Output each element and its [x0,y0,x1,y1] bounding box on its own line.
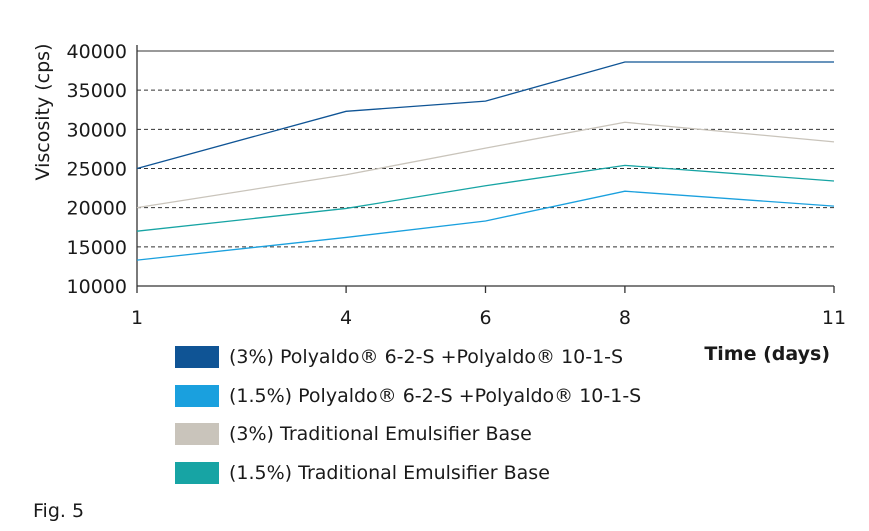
y-tick-label: 30000 [67,119,127,141]
tick-labels: 10000 15000 20000 25000 30000 35000 40000 1 4 6 8 1… [67,41,847,329]
legend-swatch [175,423,219,446]
legend-label: (1.5%) Polyaldo® 6-2-S +Polyaldo® 10-1-S [229,384,642,407]
legend-swatch [175,384,219,407]
series-line [136,61,834,170]
y-tick-label: 10000 [67,276,127,298]
x-tick-label: 1 [131,307,143,329]
legend-label: (1.5%) Traditional Emulsifier Base [229,461,550,484]
y-tick-label: 35000 [67,80,127,102]
x-tick-label: 4 [340,307,352,329]
legend: (3%) Polyaldo® 6-2-S +Polyaldo® 10-1-S (1… [175,338,641,492]
x-tick-label: 6 [479,307,491,329]
y-tick-label: 15000 [67,237,127,259]
x-tick-label: 11 [822,307,846,329]
y-axis-title: Viscosity (cps) [32,44,54,181]
x-tick-label: 8 [619,307,631,329]
axes [136,45,835,293]
legend-item: (1.5%) Polyaldo® 6-2-S +Polyaldo® 10-1-S [175,377,641,416]
y-tick-label: 25000 [67,159,127,181]
legend-item: (3%) Traditional Emulsifier Base [175,415,641,454]
y-tick-label: 40000 [67,41,127,63]
grid-lines [137,89,834,248]
figure-label: Fig. 5 [33,500,85,522]
legend-item: (3%) Polyaldo® 6-2-S +Polyaldo® 10-1-S [175,338,641,377]
series-line [136,121,835,209]
series-line [136,164,835,232]
x-axis-title: Time (days) [704,343,830,365]
series-line [136,190,835,261]
legend-label: (3%) Traditional Emulsifier Base [229,423,532,446]
legend-swatch [175,346,219,369]
series-lines [136,61,835,261]
y-tick-label: 20000 [67,198,127,220]
legend-swatch [175,461,219,484]
legend-label: (3%) Polyaldo® 6-2-S +Polyaldo® 10-1-S [229,346,624,369]
legend-item: (1.5%) Traditional Emulsifier Base [175,454,641,493]
